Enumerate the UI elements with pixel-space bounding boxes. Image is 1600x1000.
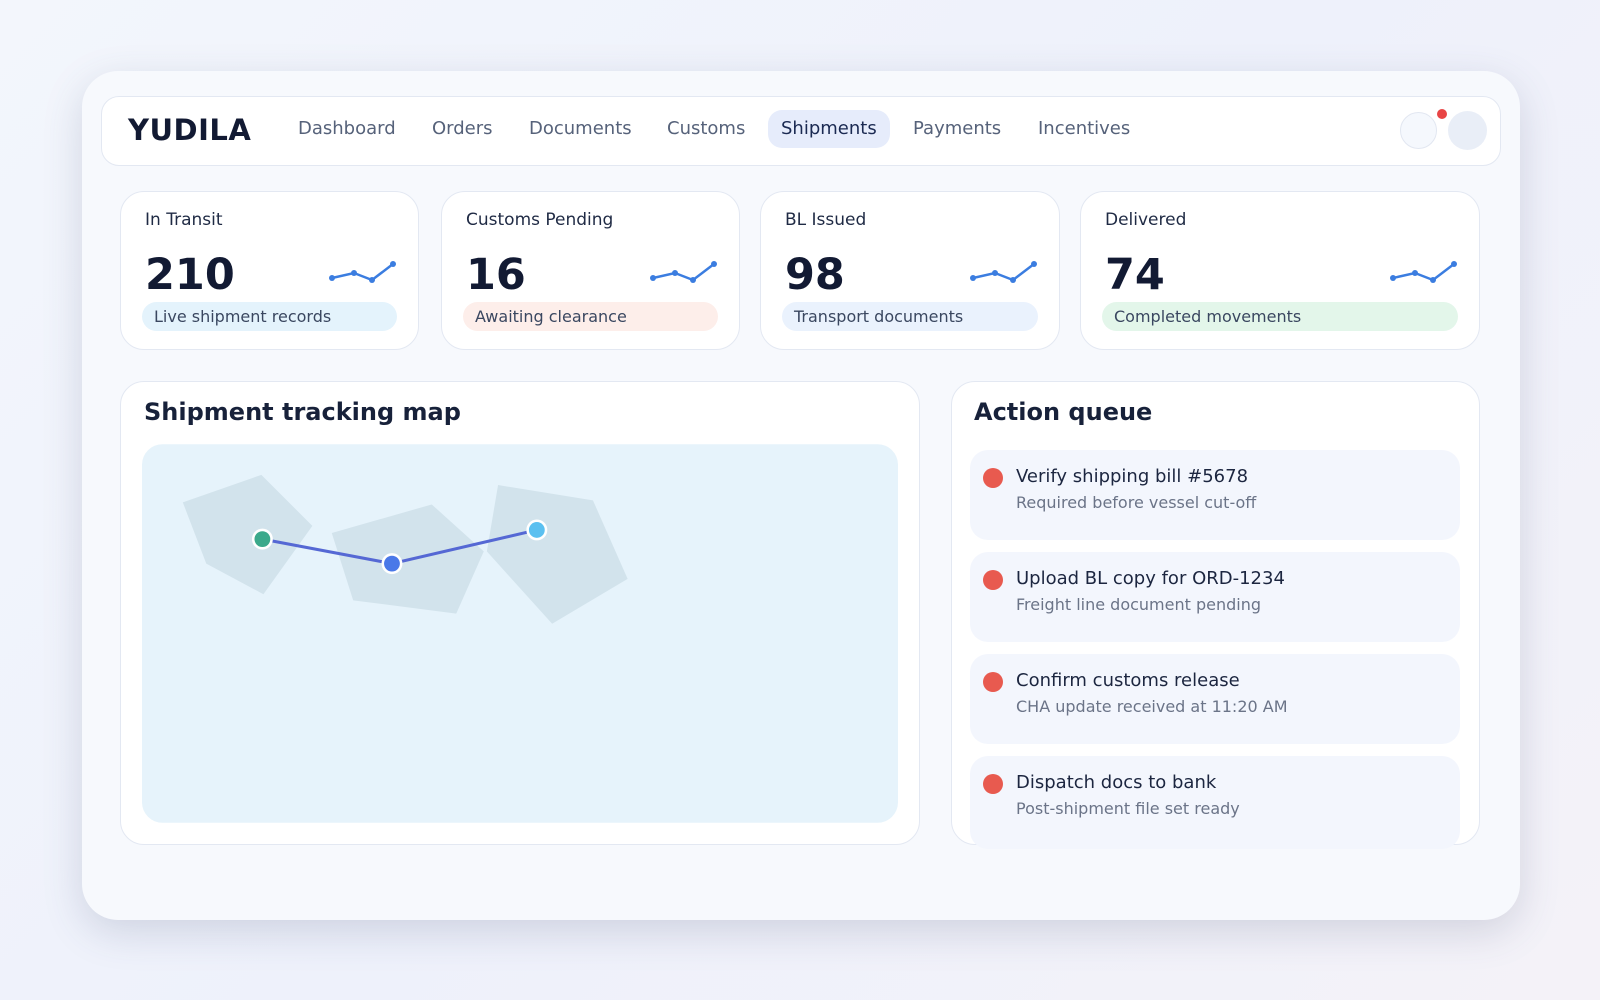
sparkline	[650, 261, 717, 283]
map-background	[142, 444, 898, 823]
region	[486, 485, 628, 624]
kpi-label: Customs Pending	[466, 210, 614, 230]
status-dot	[983, 774, 1003, 794]
brand: YUDILA	[128, 113, 252, 147]
map-title: Shipment tracking map	[144, 398, 461, 426]
queue-item[interactable]	[970, 756, 1460, 849]
queue-title: Action queue	[974, 398, 1153, 426]
status-dot	[983, 672, 1003, 692]
queue-item[interactable]	[970, 450, 1460, 540]
nav-item[interactable]: Customs	[667, 118, 746, 139]
region	[182, 474, 313, 595]
kpi-label: BL Issued	[785, 210, 867, 230]
queue-item-subtitle: Post-shipment file set ready	[1016, 799, 1240, 818]
kpi-value: 74	[1105, 250, 1165, 300]
status-dot	[983, 468, 1003, 488]
queue-item[interactable]	[970, 654, 1460, 744]
queue-item[interactable]	[970, 552, 1460, 642]
nav-item[interactable]: Incentives	[1038, 118, 1131, 139]
kpi-value: 16	[466, 250, 526, 300]
queue-item-subtitle: Freight line document pending	[1016, 595, 1262, 614]
origin-marker[interactable]	[251, 528, 273, 550]
kpi-note: Transport documents	[782, 302, 1038, 331]
kpi-value: 98	[785, 250, 845, 300]
kpi-note: Completed movements	[1102, 302, 1458, 331]
kpi-label: In Transit	[145, 210, 223, 230]
queue-item-subtitle: CHA update received at 11:20 AM	[1016, 697, 1288, 716]
queue-item-title: Upload BL copy for ORD-1234	[1016, 568, 1285, 589]
icon-button[interactable]	[1400, 112, 1437, 149]
map	[142, 444, 898, 823]
vessel-marker[interactable]	[381, 553, 403, 575]
avatar[interactable]	[1448, 111, 1487, 150]
sparkline	[1390, 261, 1457, 283]
queue-item-title: Verify shipping bill #5678	[1016, 466, 1249, 487]
kpi-note: Awaiting clearance	[463, 302, 718, 331]
queue-item-title: Dispatch docs to bank	[1016, 772, 1217, 793]
status-dot	[983, 570, 1003, 590]
nav-item[interactable]: Documents	[529, 118, 632, 139]
nav-item[interactable]: Shipments	[768, 110, 890, 148]
destination-marker[interactable]	[526, 519, 548, 541]
kpi-value: 210	[145, 250, 235, 300]
sparkline	[329, 261, 396, 283]
sparkline	[970, 261, 1037, 283]
queue-item-subtitle: Required before vessel cut-off	[1016, 493, 1257, 512]
nav-item[interactable]: Payments	[913, 118, 1002, 139]
notification-dot	[1437, 109, 1447, 119]
queue-item-title: Confirm customs release	[1016, 670, 1240, 691]
nav-item[interactable]: Orders	[432, 118, 493, 139]
nav-item[interactable]: Dashboard	[298, 118, 396, 139]
kpi-note: Live shipment records	[142, 302, 397, 331]
kpi-label: Delivered	[1105, 210, 1187, 230]
